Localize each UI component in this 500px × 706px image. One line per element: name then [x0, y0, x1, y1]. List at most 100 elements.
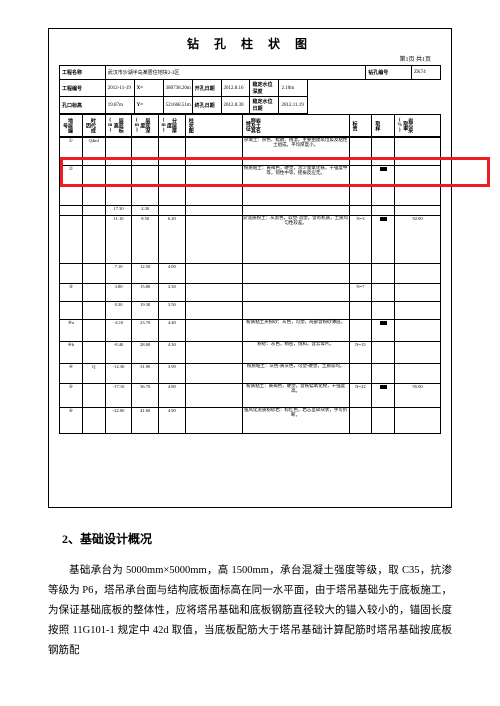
strata-cell [82, 408, 105, 434]
sheet-number: 第1页 共1页 [59, 54, 441, 63]
strata-cell: 2.30 [132, 206, 159, 216]
strata-cell [395, 302, 441, 320]
sample-cell [372, 206, 395, 216]
strata-cell [349, 364, 372, 384]
strata-cell: N=15 [349, 342, 372, 364]
strata-desc [242, 206, 349, 216]
borehole-figure: 钻 孔 柱 状 图 第1页 共1页 工程名称武汉市沙湖半岛某居住地块2-3区钻孔… [48, 28, 452, 508]
strata-pattern [185, 166, 242, 206]
strata-cell: ③ [60, 284, 83, 302]
strata-cell [349, 302, 372, 320]
strata-cell: N=22 [349, 384, 372, 408]
strata-pattern [185, 264, 242, 284]
strata-cell [60, 206, 83, 216]
strata-pattern [185, 342, 242, 364]
meta-value: 2012.11.19 [279, 97, 308, 114]
meta-value: 2012-11-19 [105, 80, 134, 97]
strata-desc: 淤泥质粉土：灰黑色，软塑-流塑，含有机质，土质均匀性较差。 [242, 216, 349, 264]
strata-cell [395, 206, 441, 216]
meta-label: 工程编号 [60, 80, 106, 97]
strata-cell [395, 264, 441, 284]
strata-cell [349, 408, 372, 434]
meta-label: Y= [134, 97, 163, 114]
strata-cell [132, 138, 159, 166]
sample-cell [372, 264, 395, 284]
column-header: 分层厚度(m) [161, 116, 176, 135]
strata-desc: 粉质粘土：黄褐色，硬塑，含少量氧化铁，干强度中等，韧性中等，摇振反应无。 [242, 166, 349, 206]
strata-pattern [185, 384, 242, 408]
strata-cell [395, 364, 441, 384]
column-header: 层底深度(m) [134, 116, 149, 135]
strata-desc: 杂填土：杂色、松散、稍湿，主要由建筑垃圾及粘性土组成，平均厚度小。 [242, 138, 349, 166]
strata-cell: 95.00 [395, 384, 441, 408]
strata-cell: 19.30 [132, 302, 159, 320]
strata-cell [82, 216, 105, 264]
strata-cell: ① [60, 138, 83, 166]
strata-cell: 4.80 [159, 384, 186, 408]
meta-value: ZK74 [412, 66, 441, 80]
strata-cell: -8.40 [105, 342, 132, 364]
column-header: 岩土名称及其特征 [245, 116, 260, 135]
strata-cell [349, 264, 372, 284]
column-header: 标贯 [352, 121, 357, 131]
strata-cell: Q4ml [82, 138, 105, 166]
strata-cell: 3.50 [159, 302, 186, 320]
strata-cell [82, 166, 105, 206]
strata-cell: 41.60 [132, 408, 159, 434]
sample-cell [372, 384, 395, 408]
sample-cell [372, 408, 395, 434]
column-header-row: 地层编号时代成因层底标高(m)层底深度(m)分层厚度(m)柱状图岩土名称及其特征… [59, 114, 441, 137]
strata-cell [395, 166, 441, 206]
strata-cell: 3.80 [105, 284, 132, 302]
strata-cell: 15.80 [132, 284, 159, 302]
strata-cell: 17.30 [105, 206, 132, 216]
column-header: 取样 [374, 121, 379, 131]
figure-title: 钻 孔 柱 状 图 [59, 35, 441, 52]
meta-value: 2012.8.30 [221, 97, 250, 114]
strata-cell: 0.30 [105, 302, 132, 320]
meta-value: 380738.20m [163, 80, 192, 97]
strata-cell [349, 138, 372, 166]
sample-cell [372, 284, 395, 302]
sample-cell [372, 138, 395, 166]
strata-cell [395, 408, 441, 434]
strata-cell: 3.90 [159, 364, 186, 384]
meta-table: 工程名称武汉市沙湖半岛某居住地块2-3区钻孔编号ZK74工程编号2012-11-… [59, 65, 441, 114]
meta-value: 2.10m [279, 80, 308, 97]
strata-table: ①Q4ml 杂填土：杂色、松散、稍湿，主要由建筑垃圾及粘性土组成，平均厚度小。 ② 粉… [59, 137, 441, 434]
strata-cell: ② [60, 166, 83, 206]
strata-pattern [185, 364, 242, 384]
strata-cell [395, 284, 441, 302]
strata-desc: 粉砂：灰色，稍密，饱和，含云母片。 [242, 342, 349, 364]
strata-cell [82, 384, 105, 408]
strata-cell [60, 264, 83, 284]
strata-pattern [185, 216, 242, 264]
meta-label: 终孔日期 [192, 97, 221, 114]
strata-cell: 4.90 [159, 408, 186, 434]
strata-cell [395, 342, 441, 364]
meta-value: 521668.51m [163, 97, 192, 114]
strata-cell: 4.00 [159, 264, 186, 284]
strata-cell [159, 138, 186, 166]
sample-cell [372, 216, 395, 264]
strata-pattern [185, 284, 242, 302]
column-header: 岩芯采取率(%) [397, 116, 412, 135]
strata-cell: Q [82, 364, 105, 384]
strata-cell: ④a [60, 320, 83, 342]
meta-label: 稳定水位日期 [250, 97, 279, 114]
column-header: 柱状图 [188, 118, 193, 133]
meta-label: 钻孔编号 [366, 66, 412, 80]
strata-cell: -17.10 [105, 384, 132, 408]
section-heading: 2、基础设计概况 [62, 530, 452, 547]
strata-cell: 8.50 [132, 216, 159, 264]
strata-cell: 23.70 [132, 320, 159, 342]
strata-cell [395, 138, 441, 166]
strata-cell [159, 166, 186, 206]
strata-cell [82, 320, 105, 342]
body-paragraph: 基础承台为 5000mm×5000mm，高 1500mm，承台混凝土强度等级，取… [48, 561, 452, 661]
meta-label: 工程名称 [60, 66, 106, 80]
strata-desc: 粉质粘土：灰色-黄灰色，可塑-硬塑，土质较均。 [242, 364, 349, 384]
strata-cell: ④b [60, 342, 83, 364]
strata-cell: 28.00 [132, 342, 159, 364]
strata-cell: 4.40 [159, 320, 186, 342]
